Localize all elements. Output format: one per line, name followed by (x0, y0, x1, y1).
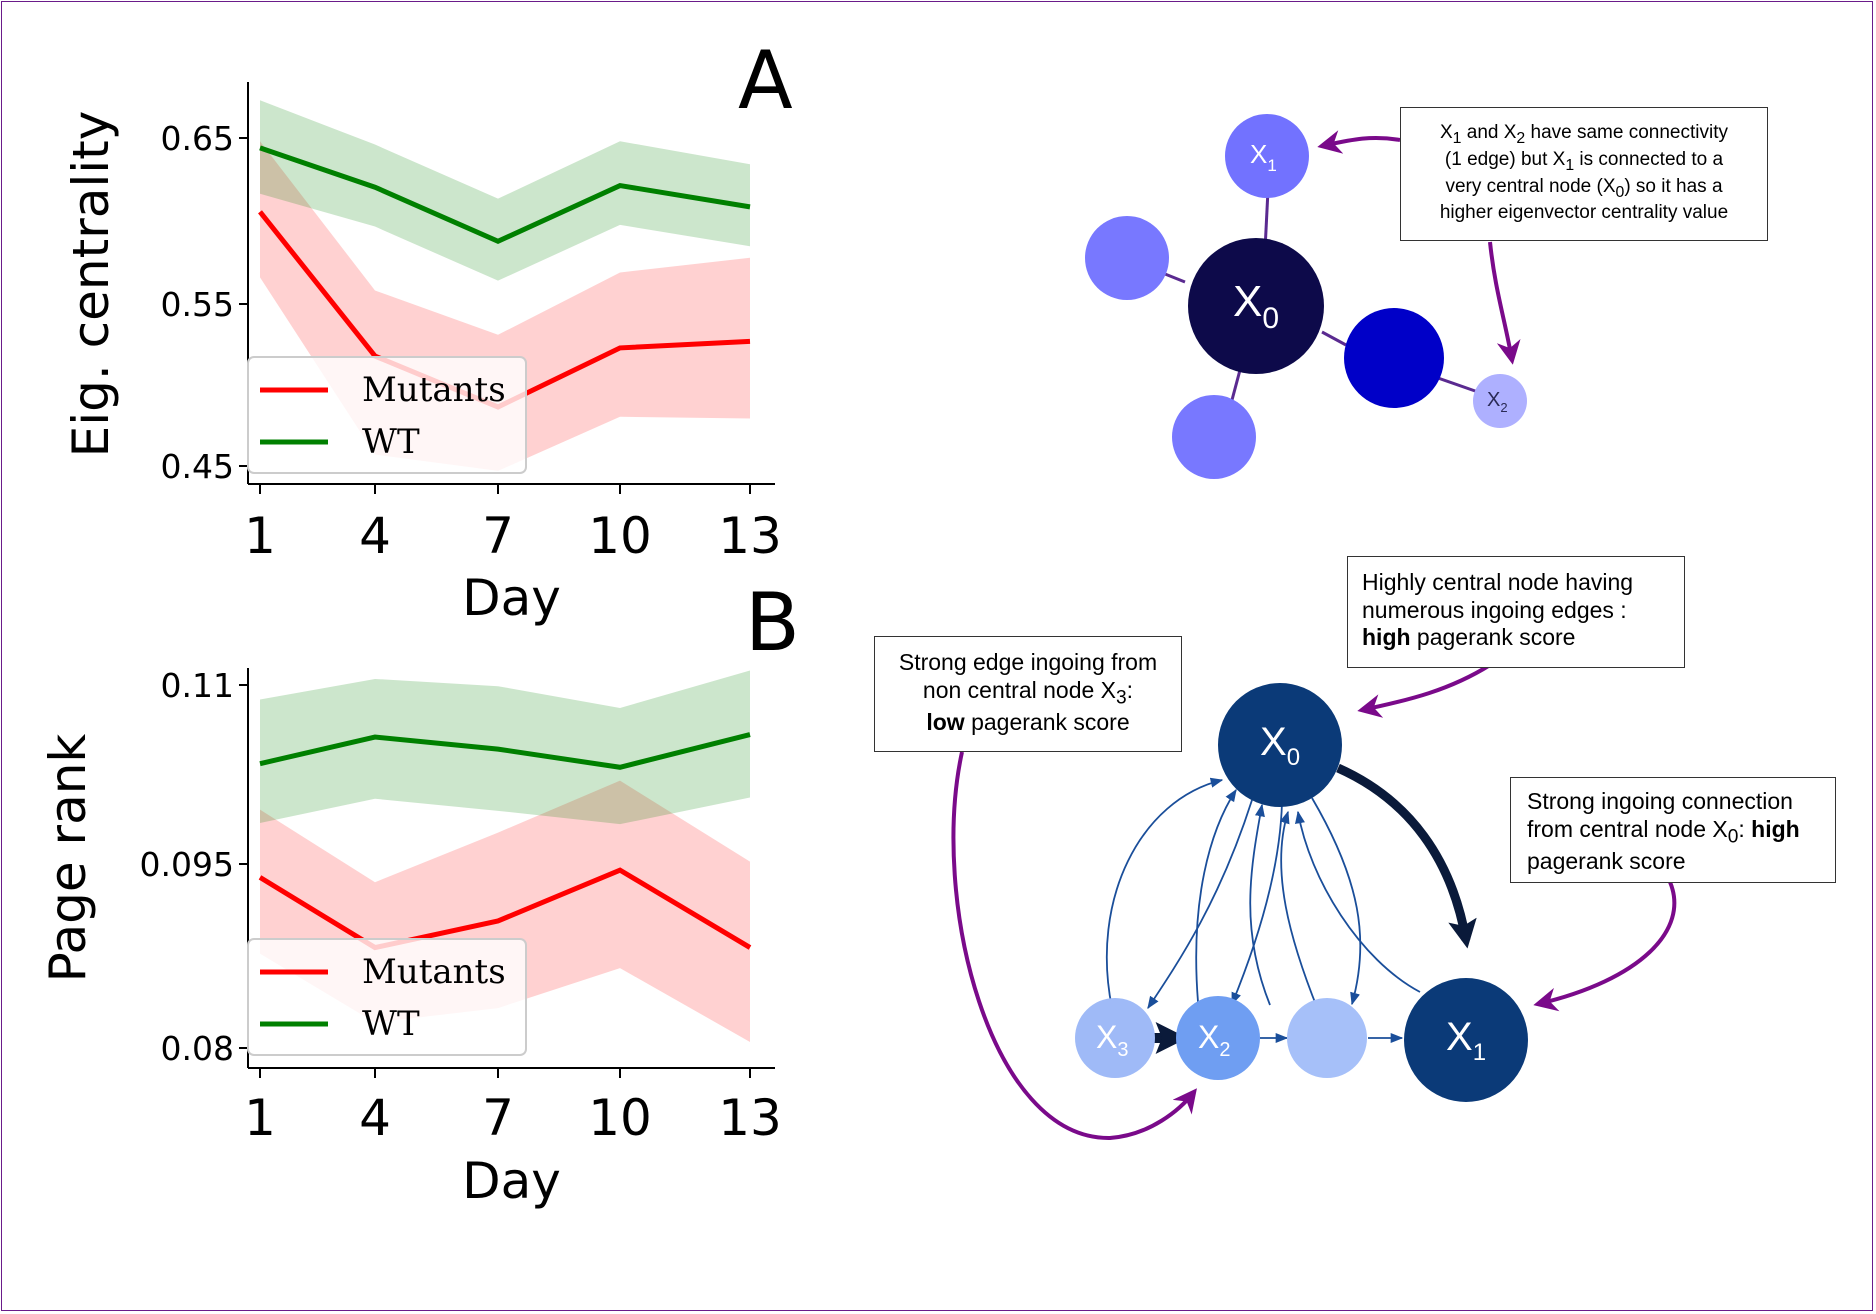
x-tick-label: 10 (588, 507, 652, 565)
x-tick-label: 7 (482, 507, 514, 565)
callout-a-line2: (1 edge) but X1 is connected to a (1444, 148, 1724, 174)
callout-low-pagerank: Strong edge ingoing from non central nod… (874, 636, 1182, 752)
node-bottom (1172, 395, 1256, 479)
x-axis-title: Day (462, 569, 561, 627)
node-x1-label: X1 (1250, 139, 1277, 175)
edge-x0-to-x1-strong (1336, 763, 1477, 949)
edge-x0-blue (1321, 330, 1347, 347)
node-x3-label: X3 (1096, 1019, 1128, 1061)
legend-label-mutants: Mutants (362, 952, 506, 992)
diagram-b: X0 X3 X2 X1 (951, 663, 1677, 1141)
panel-letter-a: A (738, 34, 793, 127)
node-x1 (1225, 114, 1309, 198)
edge-x0-to-x2 (1231, 801, 1283, 1006)
callout-left-line3: low pagerank score (926, 709, 1130, 736)
callout-right-line1: Strong ingoing connection (1527, 788, 1793, 814)
node-x2-b (1176, 996, 1260, 1080)
callout-a-line4: higher eigenvector centrality value (1439, 202, 1729, 224)
y-tick-label: 0.08 (161, 1029, 234, 1068)
edge-mid-to-x0 (1279, 810, 1319, 1011)
y-tick-label: 0.11 (161, 666, 234, 705)
x-tick-label: 7 (482, 1089, 514, 1147)
node-x0 (1188, 238, 1324, 374)
arrow-callout-to-x2 (1488, 241, 1521, 365)
ci-band-wt (260, 670, 750, 825)
x-axis-title: Day (462, 1152, 561, 1210)
edge-x1-to-x0 (1295, 810, 1421, 993)
legend-label-mutants: Mutants (362, 370, 506, 410)
callout-top-line3: high pagerank score (1362, 624, 1576, 651)
callout-right-line3: pagerank score (1527, 848, 1686, 875)
legend-label-wt: WT (362, 1004, 420, 1044)
callout-high-pagerank-connection: Strong ingoing connection from central n… (1510, 777, 1836, 883)
edge-x2-to-x0 (1195, 788, 1237, 1003)
callout-eigenvector-note: X1 and X2 have same connectivity (1 edge… (1400, 107, 1768, 241)
x-tick-label: 13 (718, 1089, 782, 1147)
edge-x0-to-x3 (1147, 799, 1253, 1010)
x-tick-label: 4 (359, 1089, 391, 1147)
node-mid (1287, 998, 1367, 1078)
node-x1-b-label: X1 (1446, 1015, 1486, 1066)
edge-blue-x2 (1437, 376, 1479, 394)
node-left (1085, 216, 1169, 300)
arrow-right-callout-to-x1 (1533, 881, 1677, 1012)
arrow-top-callout-to-x0 (1357, 663, 1492, 718)
callout-a-line3: very central node (X0) so it has a (1445, 175, 1723, 201)
y-axis-title: Eig. centrality (62, 111, 120, 458)
y-axis-title: Page rank (39, 734, 97, 983)
edge-x0-to-mid (1311, 797, 1362, 1006)
x-tick-label: 4 (359, 507, 391, 565)
node-x0-b-label: X0 (1260, 720, 1300, 771)
diagram-a: X1 X0 X2 (1085, 114, 1527, 479)
node-x2 (1473, 374, 1527, 428)
callout-top-line1: Highly central node having (1362, 569, 1634, 595)
node-x0-label: X0 (1233, 277, 1279, 335)
node-blue (1344, 308, 1444, 408)
y-tick-label: 0.55 (161, 285, 234, 324)
panel-letter-b: B (745, 576, 800, 669)
x-tick-label: 10 (588, 1089, 652, 1147)
callout-top-line2: numerous ingoing edges : (1362, 596, 1627, 623)
node-x2-label: X2 (1487, 389, 1508, 415)
arrow-callout-to-x1 (1317, 130, 1401, 154)
y-tick-label: 0.65 (161, 119, 234, 158)
arrow-left-callout-to-x2 (951, 751, 1197, 1141)
callout-left-line1: Strong edge ingoing from (898, 649, 1158, 675)
y-tick-label: 0.095 (140, 845, 234, 884)
edge-x2-to-x0-b (1249, 803, 1271, 1006)
node-x3 (1075, 998, 1155, 1078)
x-tick-label: 13 (718, 507, 782, 565)
node-x2-b-label: X2 (1198, 1019, 1230, 1061)
node-x0-b (1218, 683, 1342, 807)
callout-right-line2: from central node X0: high (1527, 815, 1800, 848)
legend-label-wt: WT (362, 422, 420, 462)
callout-left-line2: non central node X3: (922, 676, 1134, 709)
edge-x3-to-x0 (1105, 777, 1224, 1009)
y-tick-label: 0.45 (161, 447, 234, 486)
x-tick-label: 1 (244, 1089, 276, 1147)
x-tick-label: 1 (244, 507, 276, 565)
chart-panel-a: 0.45 0.55 0.65 1 4 7 10 13 Day Eig. centrality Mut… (62, 82, 782, 627)
edge-x0-bottom (1230, 369, 1242, 401)
callout-a-line1: X1 and X2 have same connectivity (1439, 122, 1728, 147)
chart-panel-b: 0.08 0.095 0.11 1 4 7 10 13 Day Page rank Mutants W… (39, 666, 782, 1210)
node-x1-b (1404, 978, 1528, 1102)
ci-band-wt (260, 100, 750, 281)
callout-high-central-node: Highly central node having numerous ingo… (1347, 556, 1685, 668)
